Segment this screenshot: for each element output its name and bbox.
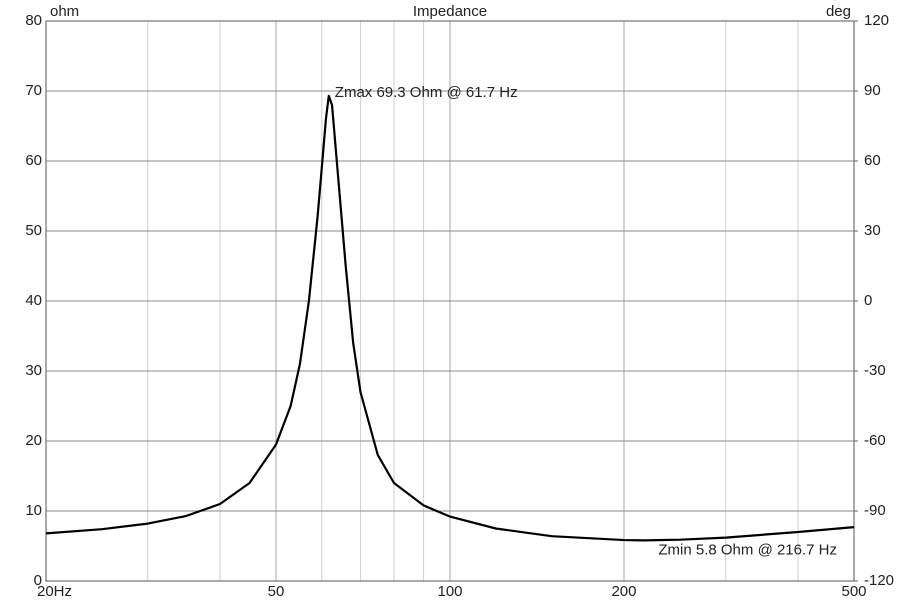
y2-tick-label: 60 <box>864 152 881 169</box>
y2-axis-label: deg <box>826 3 851 20</box>
y2-tick-label: 0 <box>864 292 872 309</box>
y-tick-label: 30 <box>25 362 42 379</box>
y-tick-label: 10 <box>25 502 42 519</box>
y2-tick-label: -90 <box>864 502 886 519</box>
y-axis-label: ohm <box>50 3 79 20</box>
y-tick-label: 20 <box>25 432 42 449</box>
y2-tick-label: 120 <box>864 12 889 29</box>
y2-tick-label: -60 <box>864 432 886 449</box>
x-tick-label: 20Hz <box>37 583 72 600</box>
y-tick-label: 60 <box>25 152 42 169</box>
x-tick-label: 50 <box>268 583 285 600</box>
y-tick-label: 40 <box>25 292 42 309</box>
y2-tick-label: 90 <box>864 82 881 99</box>
annotation: Zmin 5.8 Ohm @ 216.7 Hz <box>658 541 837 558</box>
x-tick-label: 500 <box>841 583 866 600</box>
y-tick-label: 70 <box>25 82 42 99</box>
y2-tick-label: -120 <box>864 572 894 589</box>
y-tick-label: 0 <box>34 572 42 589</box>
y-tick-label: 80 <box>25 12 42 29</box>
chart-title: Impedance <box>413 3 487 20</box>
x-tick-label: 200 <box>611 583 636 600</box>
annotation: Zmax 69.3 Ohm @ 61.7 Hz <box>335 84 518 101</box>
y2-tick-label: -30 <box>864 362 886 379</box>
y2-tick-label: 30 <box>864 222 881 239</box>
x-tick-label: 100 <box>437 583 462 600</box>
impedance-line <box>45 94 855 542</box>
y-tick-label: 50 <box>25 222 42 239</box>
plot-frame <box>45 20 855 582</box>
